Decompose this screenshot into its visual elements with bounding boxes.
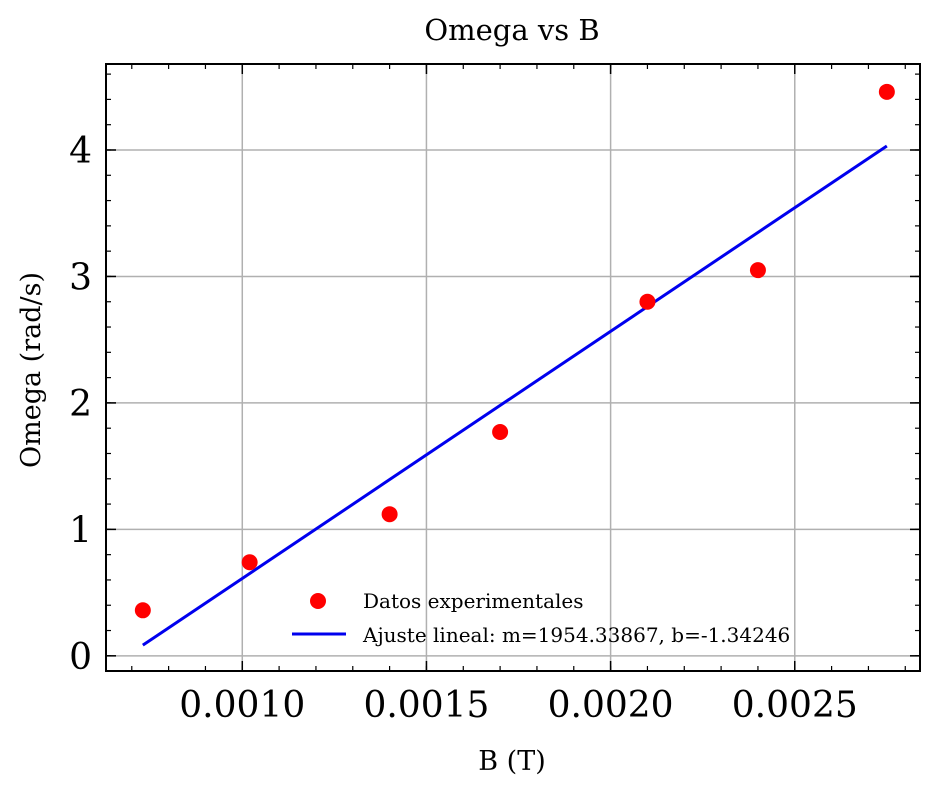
data-point [639, 293, 656, 310]
y-axis-label: Omega (rad/s) [16, 272, 47, 468]
y-tick-label: 0 [69, 637, 92, 678]
x-tick-label: 0.0025 [732, 685, 858, 726]
fit-line [141, 144, 888, 647]
x-tick-label: 0.0015 [363, 685, 489, 726]
y-tick-label: 1 [69, 510, 92, 551]
data-point [134, 602, 151, 619]
legend: Datos experimentales Ajuste lineal: m=19… [292, 589, 790, 647]
data-point [381, 506, 398, 523]
data-point [241, 554, 258, 571]
x-tick-label: 0.0010 [179, 685, 305, 726]
legend-marker-scatter [310, 593, 326, 609]
data-points [134, 83, 895, 619]
tick-labels: 0.0010 0.0015 0.0020 0.0025 0 1 2 3 4 [69, 131, 858, 726]
legend-label-line: Ajuste lineal: m=1954.33867, b=-1.34246 [362, 623, 790, 647]
plot-frame [105, 63, 921, 672]
data-point [492, 423, 509, 440]
fit-line-group [141, 144, 888, 647]
y-tick-label: 2 [69, 384, 92, 425]
grid [106, 64, 920, 671]
data-point [878, 83, 895, 100]
data-point [749, 262, 766, 279]
legend-label-scatter: Datos experimentales [363, 589, 584, 613]
y-tick-label: 3 [69, 257, 92, 298]
y-tick-label: 4 [69, 131, 92, 172]
chart-title: Omega vs B [424, 13, 599, 47]
x-axis-label: B (T) [478, 746, 546, 777]
x-tick-label: 0.0020 [548, 685, 674, 726]
